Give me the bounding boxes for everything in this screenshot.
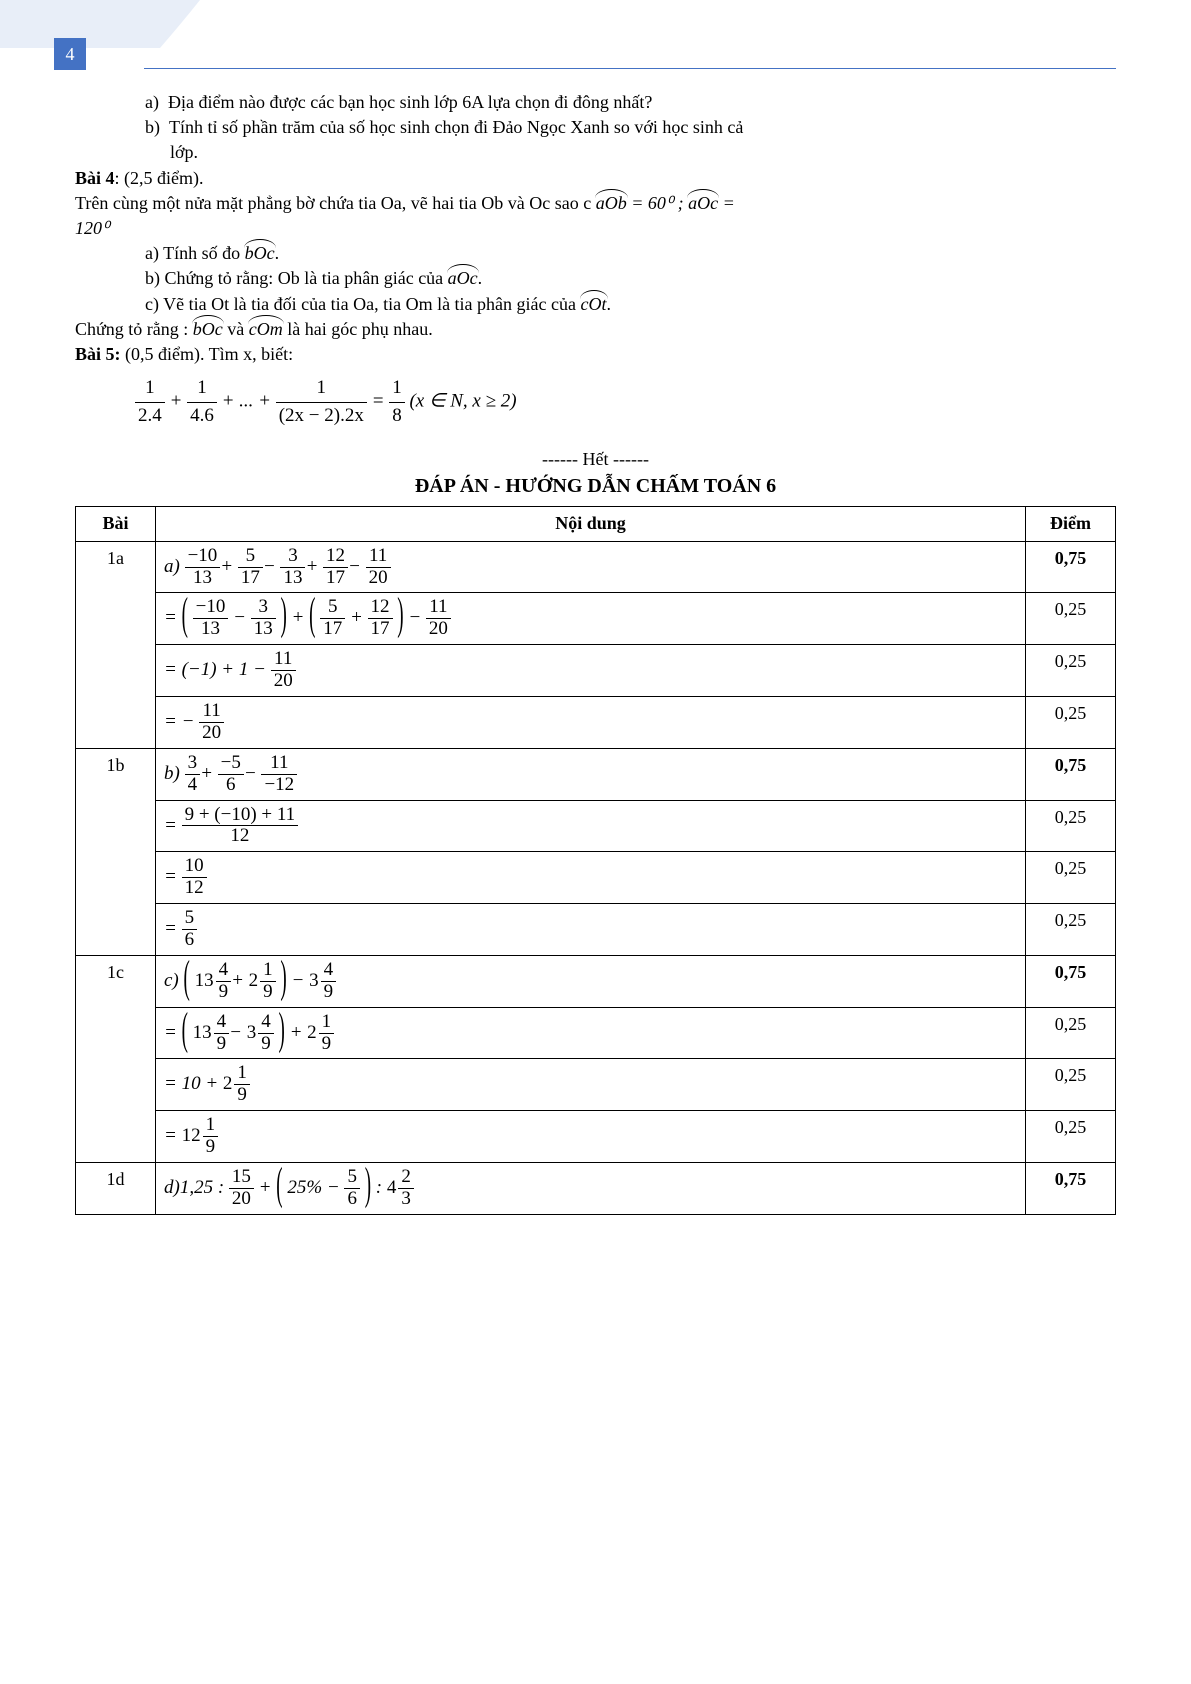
q4b: b) Chứng tỏ rằng: Ob là tia phân giác củ… — [75, 266, 1116, 291]
q4a: a) Tính số đo bOc. — [75, 241, 1116, 266]
answer-title: ĐÁP ÁN - HƯỚNG DẪN CHẤM TOÁN 6 — [75, 472, 1116, 500]
table-row: = 1219 0,25 — [76, 1111, 1116, 1163]
table-row: = (−1) + 1 − 1120 0,25 — [76, 645, 1116, 697]
table-row: 1d d)1,25 : 1520 + ( 25% − 56 ) : 423 0,… — [76, 1163, 1116, 1215]
q4-title: Bài 4: (2,5 điểm). — [75, 166, 1116, 191]
row-1a: 1a — [76, 541, 156, 748]
q4-stem2: 120⁰ — [75, 216, 1116, 241]
row-1d: 1d — [76, 1163, 156, 1215]
col-noidung: Nội dung — [156, 507, 1026, 541]
q4c: c) Vẽ tia Ot là tia đối của tia Oa, tia … — [75, 292, 1116, 317]
table-row: = − 1120 0,25 — [76, 696, 1116, 748]
table-row: = ( −1013 − 313 ) + ( 517 + 1217 ) − 112… — [76, 593, 1116, 645]
table-row: = 56 0,25 — [76, 904, 1116, 956]
end-marker: ------ Hết ------ — [75, 447, 1116, 472]
table-row: = 1012 0,25 — [76, 852, 1116, 904]
q4-stem: Trên cùng một nửa mặt phẳng bờ chứa tia … — [75, 191, 1116, 216]
table-row: = ( 1349− 349 ) + 219 0,25 — [76, 1007, 1116, 1059]
q3b: b) Tính tỉ số phần trăm của số học sinh … — [75, 115, 1116, 140]
table-row: 1a a) −1013+ 517− 313+ 1217− 1120 0,75 — [76, 541, 1116, 593]
col-diem: Điểm — [1026, 507, 1116, 541]
table-row: = 9 + (−10) + 1112 0,25 — [76, 800, 1116, 852]
row-1b: 1b — [76, 748, 156, 955]
q4-conc: Chứng tỏ rằng : bOc và cOm là hai góc ph… — [75, 317, 1116, 342]
row-1c: 1c — [76, 955, 156, 1162]
table-row: 1b b) 34+ −56− 11−12 0,75 — [76, 748, 1116, 800]
table-row: = 10 + 219 0,25 — [76, 1059, 1116, 1111]
header-rule — [144, 68, 1116, 69]
q3a: a) Địa điểm nào được các bạn học sinh lớ… — [75, 90, 1116, 115]
col-bai: Bài — [76, 507, 156, 541]
solution-table: Bài Nội dung Điểm 1a a) −1013+ 517− 313+… — [75, 506, 1116, 1214]
q5-cond: (x ∈ N, x ≥ 2) — [409, 391, 516, 412]
page-number: 4 — [66, 44, 75, 65]
q5-eq: 12.4 + 14.6 + ... + 1(2x − 2).2x = 18 (x… — [75, 375, 1116, 429]
q5-title: Bài 5: (0,5 điểm). Tìm x, biết: — [75, 342, 1116, 367]
table-row: 1c c) ( 1349+ 219 ) − 349 0,75 — [76, 955, 1116, 1007]
q3b-cont: lớp. — [75, 140, 1116, 165]
